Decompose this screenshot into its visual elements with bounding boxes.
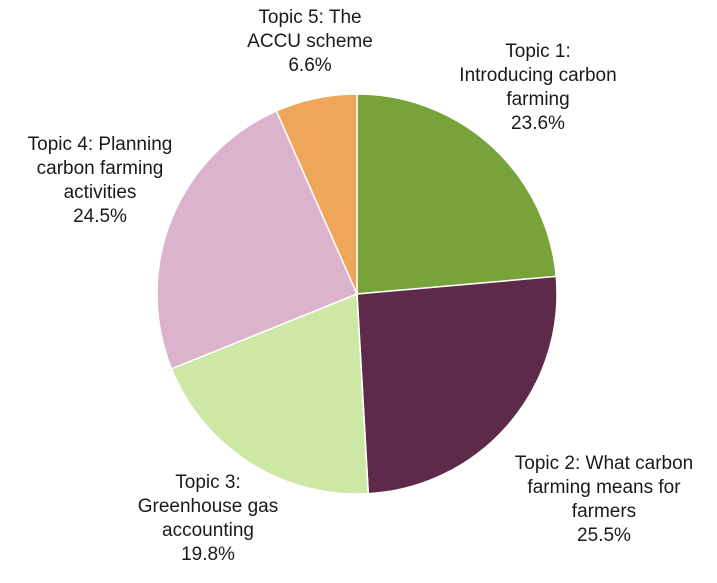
- slice-label-topic-2: Topic 2: What carbon farming means for f…: [514, 453, 694, 546]
- pie-slice-topic-3: [170, 292, 370, 495]
- pie-slice-topic-5: [275, 93, 358, 295]
- slice-label-topic-5: Topic 5: The ACCU scheme 6.6%: [247, 7, 373, 76]
- pie-slice-topic-4: [156, 109, 358, 370]
- slice-label-topic-1: Topic 1: Introducing carbon farming 23.6…: [459, 41, 617, 134]
- slice-label-topic-3: Topic 3: Greenhouse gas accounting 19.8%: [137, 472, 279, 565]
- slice-label-topic-4: Topic 4: Planning carbon farming activit…: [27, 134, 173, 227]
- pie-slice-topic-2: [356, 275, 558, 495]
- pie-slice-topic-1: [356, 93, 558, 295]
